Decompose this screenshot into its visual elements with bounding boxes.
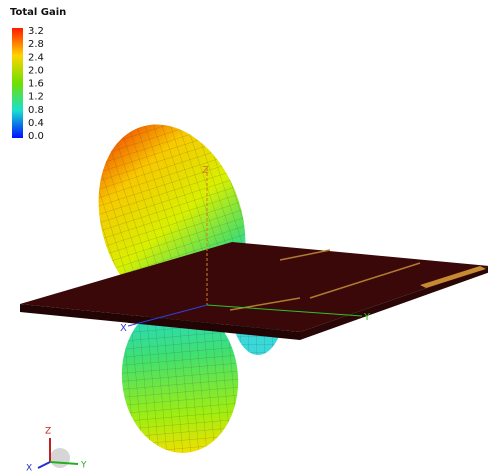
legend-tick-label: 1.6 xyxy=(28,79,44,90)
legend: Total Gain 3.2 2.8 2.4 2.0 1.6 1.2 0.8 0.4 0.0 xyxy=(10,7,66,142)
legend-tick-label: 2.4 xyxy=(28,52,44,63)
legend-tick-label: 2.0 xyxy=(28,65,44,76)
z-axis-label: Z xyxy=(202,165,209,176)
y-axis-label: Y xyxy=(363,312,371,323)
viewport: Total Gain 3.2 2.8 2.4 2.0 1.6 1.2 0.8 0.4 0.0 Z… xyxy=(0,0,488,475)
color-bar xyxy=(12,28,23,138)
legend-tick-label: 0.0 xyxy=(28,131,44,142)
triad-base xyxy=(50,448,70,468)
triad-z-label: Z xyxy=(45,427,51,437)
triad-y-label: Y xyxy=(80,461,87,471)
legend-title: Total Gain xyxy=(10,7,66,18)
legend-tick-label: 2.8 xyxy=(28,39,44,50)
x-axis-label: X xyxy=(120,323,127,334)
triad-x xyxy=(38,462,50,468)
triad-x-label: X xyxy=(26,464,32,474)
legend-tick-label: 0.4 xyxy=(28,118,44,129)
triad: Z X Y xyxy=(26,427,87,474)
legend-tick-label: 3.2 xyxy=(28,26,44,37)
legend-tick-label: 0.8 xyxy=(28,105,44,116)
legend-ticks: 3.2 2.8 2.4 2.0 1.6 1.2 0.8 0.4 0.0 xyxy=(28,26,44,142)
board xyxy=(20,242,488,340)
legend-tick-label: 1.2 xyxy=(28,92,44,103)
